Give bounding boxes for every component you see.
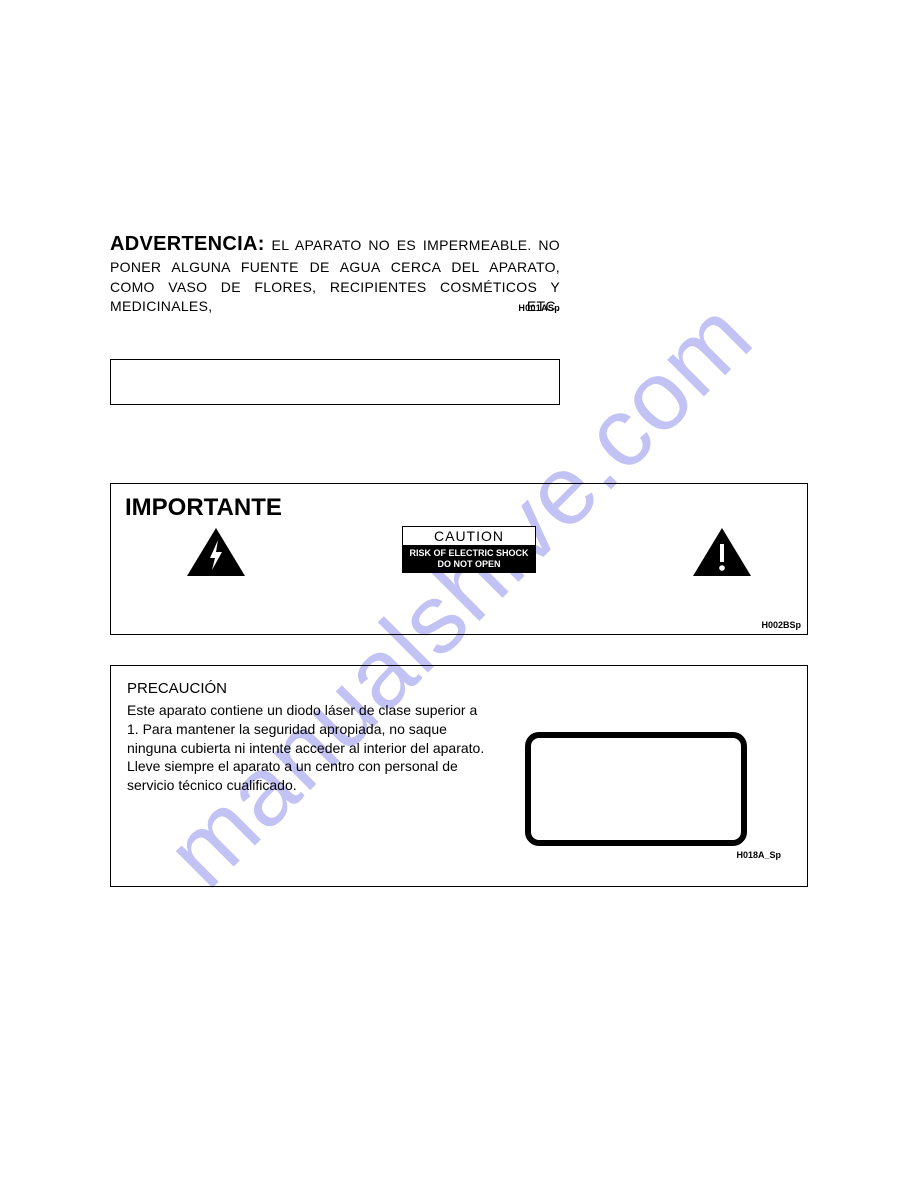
- advertencia-code: H001ASp: [518, 302, 560, 315]
- caution-top: CAUTION: [402, 526, 536, 546]
- precaucion-body: Este aparato contiene un diodo láser de …: [127, 701, 487, 795]
- caution-line1: RISK OF ELECTRIC SHOCK: [402, 548, 536, 559]
- lightning-triangle-icon: [185, 526, 247, 578]
- importante-box: IMPORTANTE CAUTION RISK OF ELECTRIC SHOC…: [110, 483, 808, 635]
- advertencia-title: ADVERTENCIA:: [110, 233, 265, 255]
- importante-content: CAUTION RISK OF ELECTRIC SHOCK DO NOT OP…: [125, 526, 793, 578]
- page-content: ADVERTENCIA: EL APARATO NO ES IMPERMEABL…: [110, 230, 808, 887]
- advertencia-block: ADVERTENCIA: EL APARATO NO ES IMPERMEABL…: [110, 230, 560, 317]
- empty-box: [110, 359, 560, 405]
- exclamation-triangle-icon: [691, 526, 753, 578]
- precaucion-code: H018A_Sp: [736, 850, 781, 860]
- precaucion-box: PRECAUCIÓN Este aparato contiene un diod…: [110, 665, 808, 887]
- label-placeholder-rect: [525, 732, 747, 846]
- caution-line2: DO NOT OPEN: [402, 559, 536, 570]
- caution-label: CAUTION RISK OF ELECTRIC SHOCK DO NOT OP…: [402, 526, 536, 574]
- importante-title: IMPORTANTE: [125, 494, 793, 522]
- caution-bottom: RISK OF ELECTRIC SHOCK DO NOT OPEN: [402, 546, 536, 574]
- importante-code: H002BSp: [761, 620, 801, 630]
- precaucion-title: PRECAUCIÓN: [127, 680, 791, 697]
